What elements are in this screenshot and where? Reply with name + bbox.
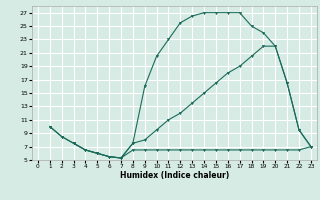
X-axis label: Humidex (Indice chaleur): Humidex (Indice chaleur) [120, 171, 229, 180]
